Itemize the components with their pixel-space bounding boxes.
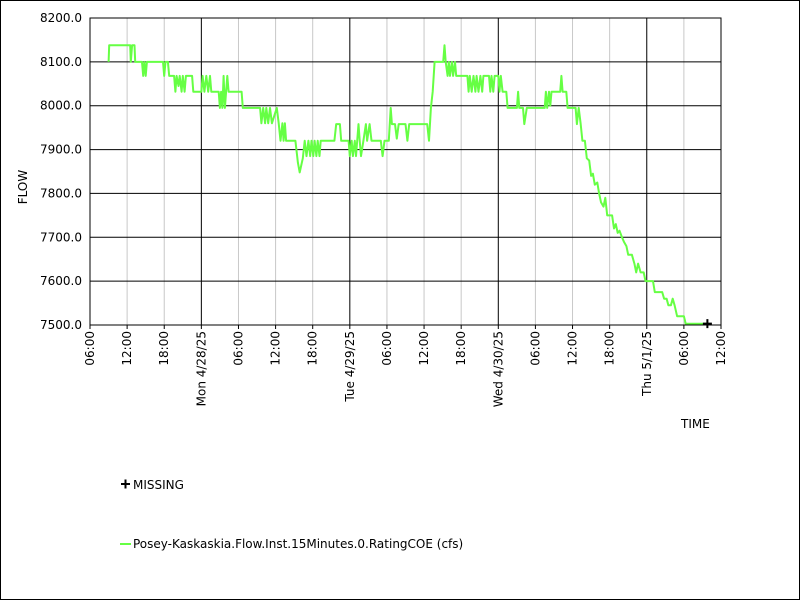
y-tick-label: 8100.0 — [40, 55, 82, 69]
plus-marker-icon — [121, 479, 130, 489]
grid — [89, 17, 722, 326]
x-tick-label: 18:00 — [306, 331, 320, 366]
y-tick-label: 7600.0 — [40, 274, 82, 288]
x-tick-label: 06:00 — [83, 331, 97, 366]
legend-label-series: Posey-Kaskaskia.Flow.Inst.15Minutes.0.Ra… — [133, 537, 463, 551]
missing-point-marker — [702, 319, 712, 329]
x-tick-label: Wed 4/30/25 — [491, 331, 505, 407]
x-tick-label: 12:00 — [714, 331, 728, 366]
legend-item-missing: MISSING — [121, 478, 184, 492]
y-tick-label: 7800.0 — [40, 186, 82, 200]
y-tick-labels: 8200.0 8100.0 8000.0 7900.0 7800.0 7700.0 7600… — [40, 11, 82, 332]
y-tick-label: 8200.0 — [40, 11, 82, 25]
x-tick-label: 06:00 — [528, 331, 542, 366]
x-tick-label: 12:00 — [120, 331, 134, 366]
x-tick-label: 18:00 — [454, 331, 468, 366]
legend-item-series: Posey-Kaskaskia.Flow.Inst.15Minutes.0.Ra… — [120, 537, 463, 551]
series-layer — [107, 44, 708, 325]
y-tick-label: 7900.0 — [40, 143, 82, 157]
plot-area-border — [89, 17, 722, 326]
legend: MISSING Posey-Kaskaskia.Flow.Inst.15Minu… — [120, 478, 463, 551]
y-axis-title: FLOW — [16, 170, 30, 205]
legend-label-missing: MISSING — [133, 478, 184, 492]
x-axis-title: TIME — [680, 417, 710, 431]
y-tick-label: 8000.0 — [40, 99, 82, 113]
x-tick-label: Mon 4/28/25 — [194, 331, 208, 406]
missing-marker-layer — [702, 319, 712, 329]
y-tick-label: 7500.0 — [40, 318, 82, 332]
flow-series-line — [107, 44, 708, 325]
y-tick-label: 7700.0 — [40, 230, 82, 244]
x-tick-label: 06:00 — [380, 331, 394, 366]
x-tick-label: 18:00 — [157, 331, 171, 366]
x-tick-label: 12:00 — [417, 331, 431, 366]
x-tick-label: 18:00 — [603, 331, 617, 366]
x-tick-label: Tue 4/29/25 — [343, 331, 357, 403]
x-tick-label: 06:00 — [231, 331, 245, 366]
x-tick-label: 12:00 — [269, 331, 283, 366]
x-tick-labels: 06:00 12:00 18:00 Mon 4/28/25 06:00 12:00 18:0… — [83, 325, 728, 407]
x-tick-label: 12:00 — [566, 331, 580, 366]
x-tick-label: Thu 5/1/25 — [640, 331, 654, 397]
x-tick-label: 06:00 — [677, 331, 691, 366]
